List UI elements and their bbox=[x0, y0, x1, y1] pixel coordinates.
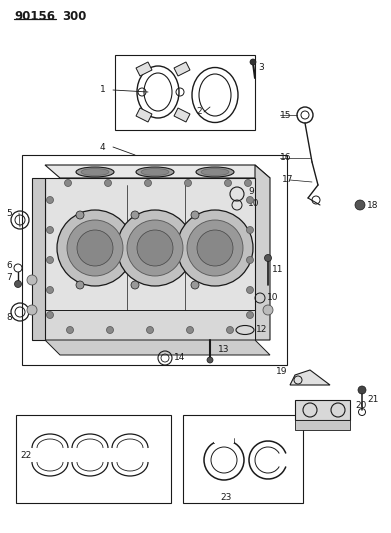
Circle shape bbox=[250, 59, 256, 65]
Circle shape bbox=[27, 275, 37, 285]
Polygon shape bbox=[45, 165, 270, 178]
Circle shape bbox=[67, 220, 123, 276]
Circle shape bbox=[47, 256, 54, 263]
Circle shape bbox=[207, 357, 213, 363]
Circle shape bbox=[246, 197, 253, 204]
Circle shape bbox=[185, 180, 192, 187]
Polygon shape bbox=[45, 340, 270, 355]
Text: 4: 4 bbox=[100, 142, 106, 151]
Circle shape bbox=[264, 254, 271, 262]
Circle shape bbox=[197, 230, 233, 266]
Text: 9: 9 bbox=[248, 188, 254, 197]
Circle shape bbox=[187, 327, 194, 334]
Circle shape bbox=[355, 200, 365, 210]
Text: 18: 18 bbox=[367, 200, 378, 209]
Text: 10: 10 bbox=[267, 294, 278, 303]
Circle shape bbox=[187, 220, 243, 276]
Ellipse shape bbox=[201, 168, 229, 175]
Text: 16: 16 bbox=[280, 154, 292, 163]
Text: 22: 22 bbox=[20, 451, 31, 461]
Circle shape bbox=[76, 281, 84, 289]
Text: 8: 8 bbox=[6, 313, 12, 322]
Circle shape bbox=[47, 197, 54, 204]
Circle shape bbox=[47, 311, 54, 319]
Circle shape bbox=[191, 211, 199, 219]
Circle shape bbox=[57, 210, 133, 286]
Text: 14: 14 bbox=[174, 353, 185, 362]
Ellipse shape bbox=[136, 167, 174, 177]
Polygon shape bbox=[290, 370, 330, 385]
Polygon shape bbox=[295, 400, 350, 420]
Text: 19: 19 bbox=[276, 367, 287, 376]
Polygon shape bbox=[174, 108, 190, 122]
Polygon shape bbox=[32, 178, 45, 340]
Circle shape bbox=[147, 327, 154, 334]
Polygon shape bbox=[255, 165, 270, 340]
Text: 12: 12 bbox=[256, 326, 267, 335]
Circle shape bbox=[191, 281, 199, 289]
Text: 13: 13 bbox=[218, 345, 230, 354]
Circle shape bbox=[127, 220, 183, 276]
Circle shape bbox=[104, 180, 111, 187]
Polygon shape bbox=[295, 420, 350, 430]
Circle shape bbox=[27, 305, 37, 315]
Text: 2: 2 bbox=[196, 108, 202, 117]
Text: 90156: 90156 bbox=[14, 10, 55, 23]
Circle shape bbox=[224, 180, 231, 187]
Circle shape bbox=[76, 211, 84, 219]
Circle shape bbox=[246, 256, 253, 263]
Text: 6: 6 bbox=[6, 261, 12, 270]
Circle shape bbox=[226, 327, 233, 334]
Circle shape bbox=[137, 230, 173, 266]
Circle shape bbox=[244, 180, 251, 187]
Circle shape bbox=[131, 281, 139, 289]
Circle shape bbox=[14, 280, 22, 287]
Text: 23: 23 bbox=[220, 494, 231, 503]
Ellipse shape bbox=[76, 167, 114, 177]
Circle shape bbox=[263, 305, 273, 315]
Text: 17: 17 bbox=[282, 175, 294, 184]
Text: 15: 15 bbox=[280, 110, 292, 119]
Circle shape bbox=[47, 227, 54, 233]
Circle shape bbox=[246, 311, 253, 319]
Circle shape bbox=[66, 327, 74, 334]
Polygon shape bbox=[45, 310, 255, 340]
Circle shape bbox=[47, 287, 54, 294]
Ellipse shape bbox=[196, 167, 234, 177]
Circle shape bbox=[177, 210, 253, 286]
Circle shape bbox=[246, 227, 253, 233]
Polygon shape bbox=[136, 108, 152, 122]
Circle shape bbox=[358, 386, 366, 394]
Circle shape bbox=[145, 180, 151, 187]
Text: 10: 10 bbox=[248, 199, 260, 208]
Text: 300: 300 bbox=[62, 10, 86, 23]
Polygon shape bbox=[174, 62, 190, 76]
Bar bbox=[115, 55, 255, 130]
Text: 11: 11 bbox=[272, 265, 283, 274]
Text: 3: 3 bbox=[258, 63, 264, 72]
Polygon shape bbox=[136, 62, 152, 76]
Ellipse shape bbox=[141, 168, 169, 175]
Circle shape bbox=[106, 327, 113, 334]
Bar bbox=[16, 415, 171, 503]
Bar bbox=[22, 155, 287, 365]
Circle shape bbox=[65, 180, 72, 187]
Bar bbox=[214, 438, 234, 443]
Circle shape bbox=[117, 210, 193, 286]
Text: 20: 20 bbox=[355, 400, 366, 409]
Polygon shape bbox=[45, 178, 255, 340]
Circle shape bbox=[77, 230, 113, 266]
Circle shape bbox=[246, 287, 253, 294]
Text: 7: 7 bbox=[6, 273, 12, 282]
Text: 21: 21 bbox=[367, 395, 378, 405]
Bar bbox=[183, 415, 303, 503]
Text: 5: 5 bbox=[6, 208, 12, 217]
Ellipse shape bbox=[81, 168, 109, 175]
Text: 1: 1 bbox=[100, 85, 106, 94]
Circle shape bbox=[131, 211, 139, 219]
